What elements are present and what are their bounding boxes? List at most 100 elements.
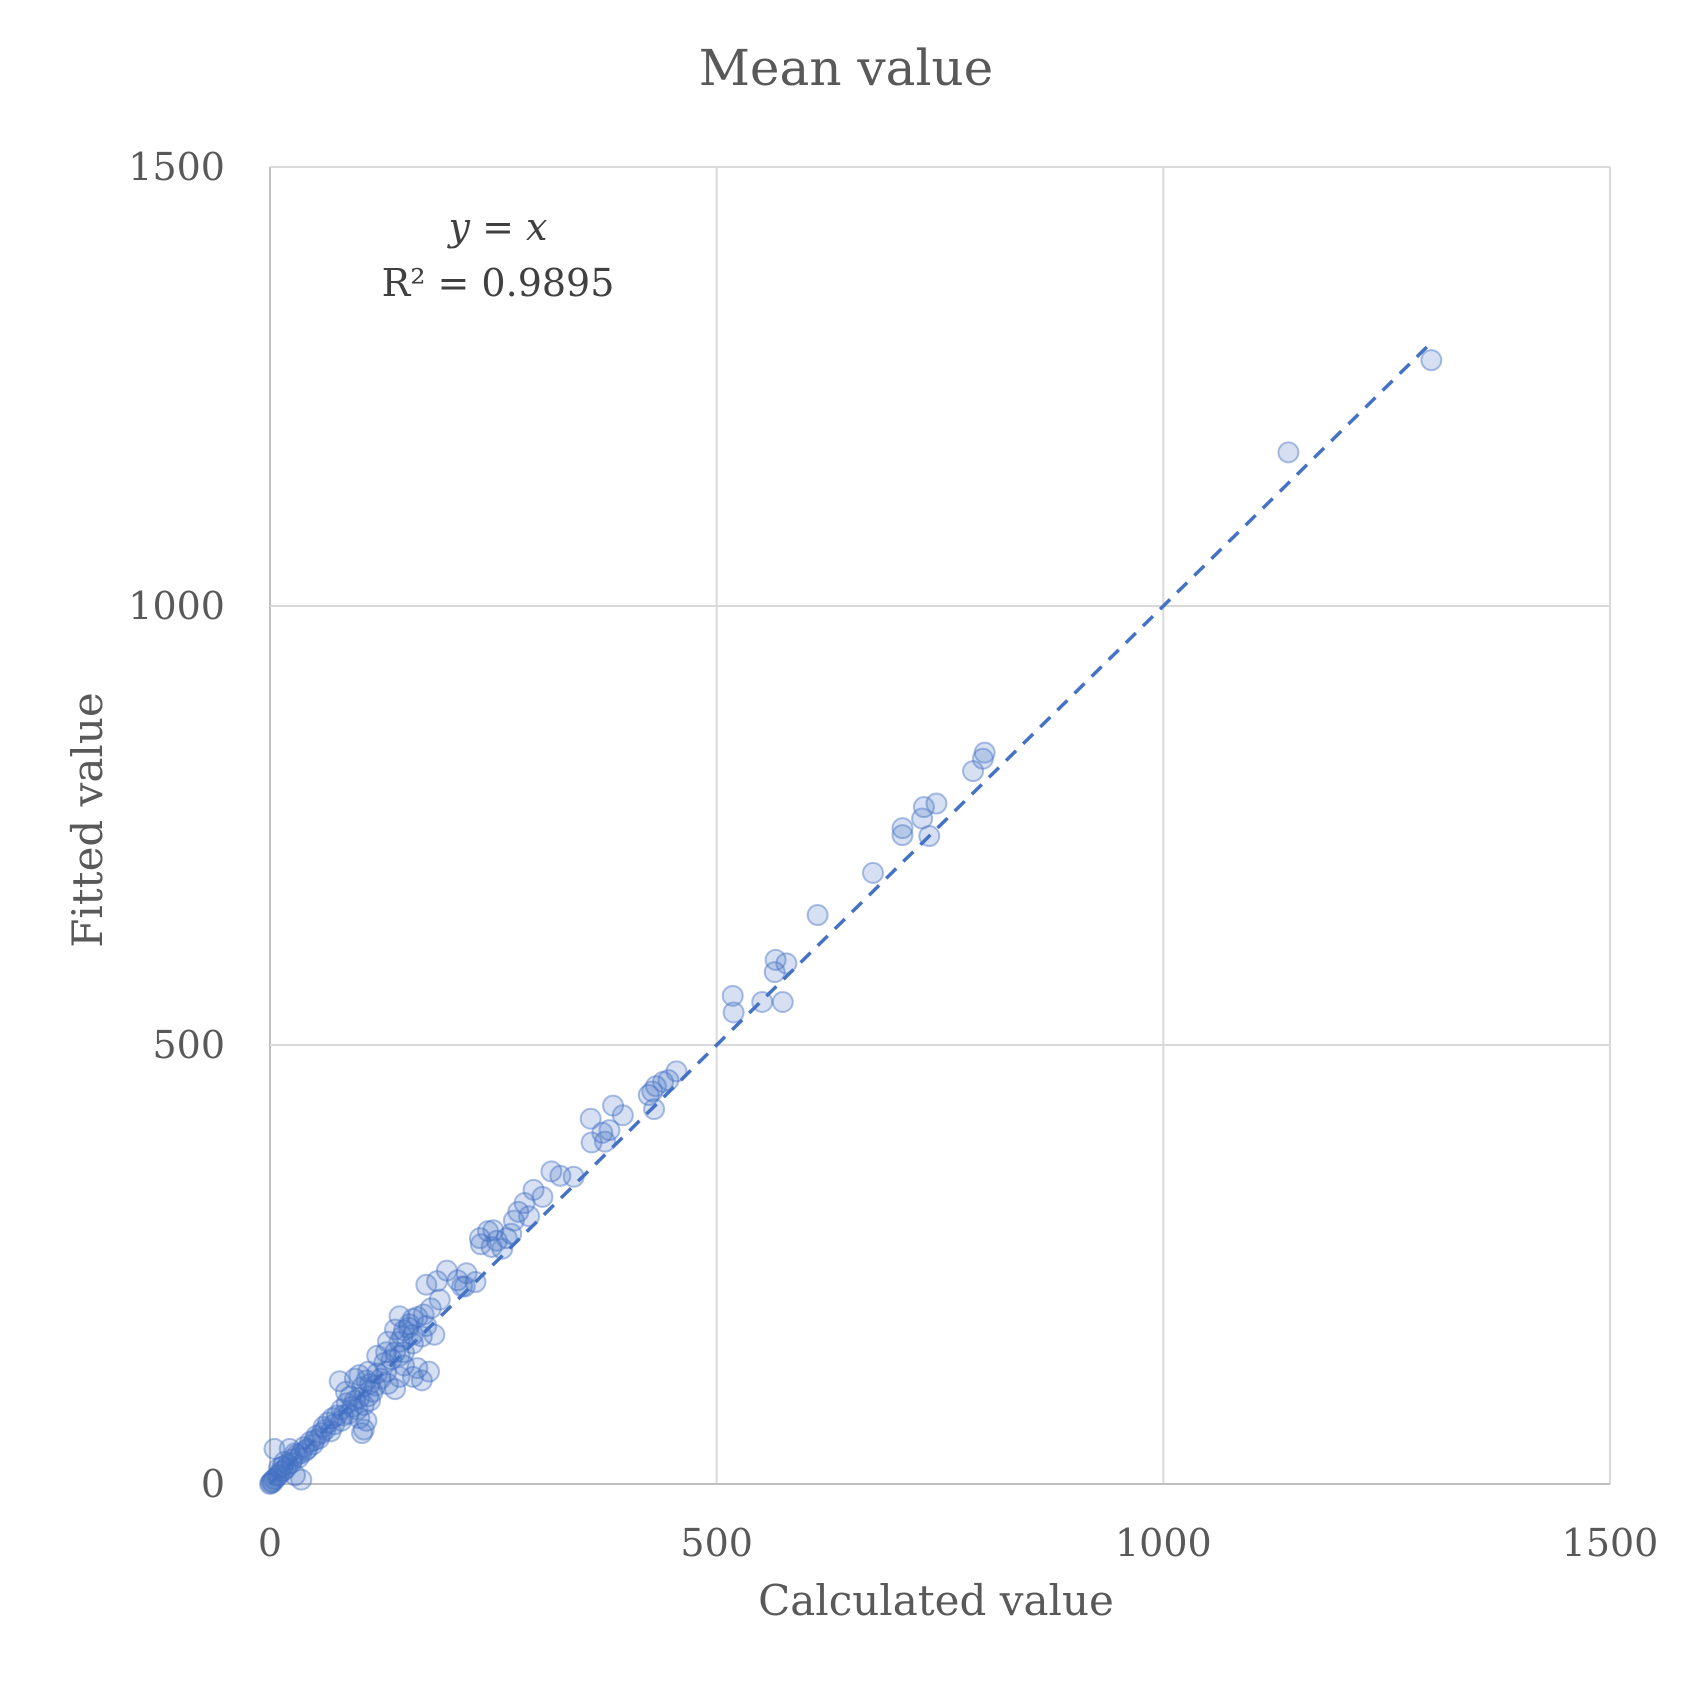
data-point — [602, 1094, 625, 1117]
data-point — [276, 1453, 299, 1476]
data-point — [401, 1323, 424, 1346]
data-point — [406, 1306, 429, 1329]
data-point — [468, 1227, 491, 1250]
data-point — [406, 1357, 429, 1380]
data-point — [598, 1119, 621, 1142]
data-point — [375, 1341, 398, 1364]
y-axis-label: Fitted value — [63, 692, 112, 948]
data-point — [401, 1332, 424, 1355]
data-point — [751, 990, 774, 1013]
data-point — [388, 1365, 411, 1388]
data-point — [464, 1271, 487, 1294]
data-point — [401, 1307, 424, 1330]
data-point — [376, 1372, 399, 1395]
data-point — [305, 1424, 328, 1447]
data-point — [918, 825, 941, 848]
data-point — [299, 1430, 322, 1453]
data-point — [366, 1344, 389, 1367]
data-point — [973, 741, 996, 764]
data-point — [426, 1270, 449, 1293]
data-point — [332, 1404, 355, 1427]
data-point — [482, 1219, 505, 1242]
data-point — [357, 1360, 380, 1383]
data-point — [806, 904, 829, 927]
data-point — [281, 1448, 304, 1471]
data-point — [364, 1374, 387, 1397]
data-point — [962, 760, 985, 783]
data-point — [911, 807, 934, 830]
data-point — [594, 1130, 616, 1153]
data-point — [397, 1316, 420, 1339]
trendline — [268, 341, 1433, 1486]
data-point — [384, 1318, 407, 1341]
data-point — [771, 990, 794, 1013]
data-point — [337, 1402, 360, 1425]
data-point — [522, 1178, 545, 1201]
x-tick-label: 1000 — [1115, 1521, 1212, 1565]
data-point — [267, 1464, 290, 1487]
data-point — [352, 1393, 375, 1416]
y-tick-label: 0 — [201, 1462, 225, 1506]
trendline-equation: y = x — [447, 205, 548, 249]
x-tick-label: 1500 — [1562, 1521, 1659, 1565]
data-point — [260, 1470, 283, 1493]
data-point — [611, 1104, 634, 1127]
data-point — [348, 1386, 371, 1409]
data-point — [451, 1275, 474, 1298]
data-point — [259, 1473, 281, 1495]
data-point — [319, 1420, 342, 1443]
data-point — [580, 1131, 603, 1154]
data-point — [343, 1367, 366, 1390]
data-point — [412, 1303, 435, 1326]
data-point — [398, 1313, 421, 1336]
data-point — [453, 1275, 476, 1298]
data-point — [314, 1418, 337, 1441]
data-point — [264, 1467, 287, 1490]
data-point — [312, 1415, 335, 1438]
data-point — [971, 747, 994, 770]
x-tick-label: 0 — [258, 1521, 282, 1565]
data-point — [287, 1446, 310, 1469]
data-point — [351, 1376, 374, 1399]
data-point — [644, 1075, 667, 1098]
data-point — [428, 1288, 451, 1311]
data-point — [388, 1344, 411, 1367]
data-point — [290, 1468, 313, 1491]
data-point — [348, 1364, 371, 1387]
data-point — [764, 948, 787, 971]
data-point — [359, 1389, 382, 1412]
data-point — [271, 1455, 294, 1478]
data-point — [361, 1380, 384, 1403]
data-point — [391, 1325, 414, 1348]
data-point — [359, 1372, 382, 1395]
data-point — [393, 1354, 415, 1377]
data-point — [266, 1465, 289, 1488]
data-point — [278, 1437, 301, 1460]
x-axis-label: Calculated value — [758, 1576, 1114, 1625]
data-point — [763, 961, 786, 984]
x-tick-label: 500 — [680, 1521, 753, 1565]
data-point — [284, 1464, 307, 1487]
data-point — [401, 1365, 424, 1388]
data-point — [410, 1325, 433, 1348]
chart-title: Mean value — [699, 39, 994, 97]
data-point — [334, 1380, 357, 1403]
data-point — [446, 1269, 469, 1292]
trendline-path — [268, 341, 1433, 1486]
data-point — [355, 1369, 378, 1392]
data-point — [480, 1235, 503, 1258]
data-point — [641, 1080, 664, 1103]
data-point — [652, 1070, 675, 1093]
y-tick-label: 1500 — [128, 145, 225, 189]
data-point — [1420, 349, 1443, 372]
data-point — [341, 1395, 364, 1418]
x-axis-ticks: 0 500 1000 1500 — [258, 1521, 1658, 1565]
data-point — [380, 1348, 403, 1371]
data-point — [393, 1341, 415, 1364]
data-point — [373, 1351, 396, 1374]
gridlines — [269, 166, 1611, 1485]
data-point — [862, 861, 884, 884]
data-point — [722, 1001, 745, 1024]
